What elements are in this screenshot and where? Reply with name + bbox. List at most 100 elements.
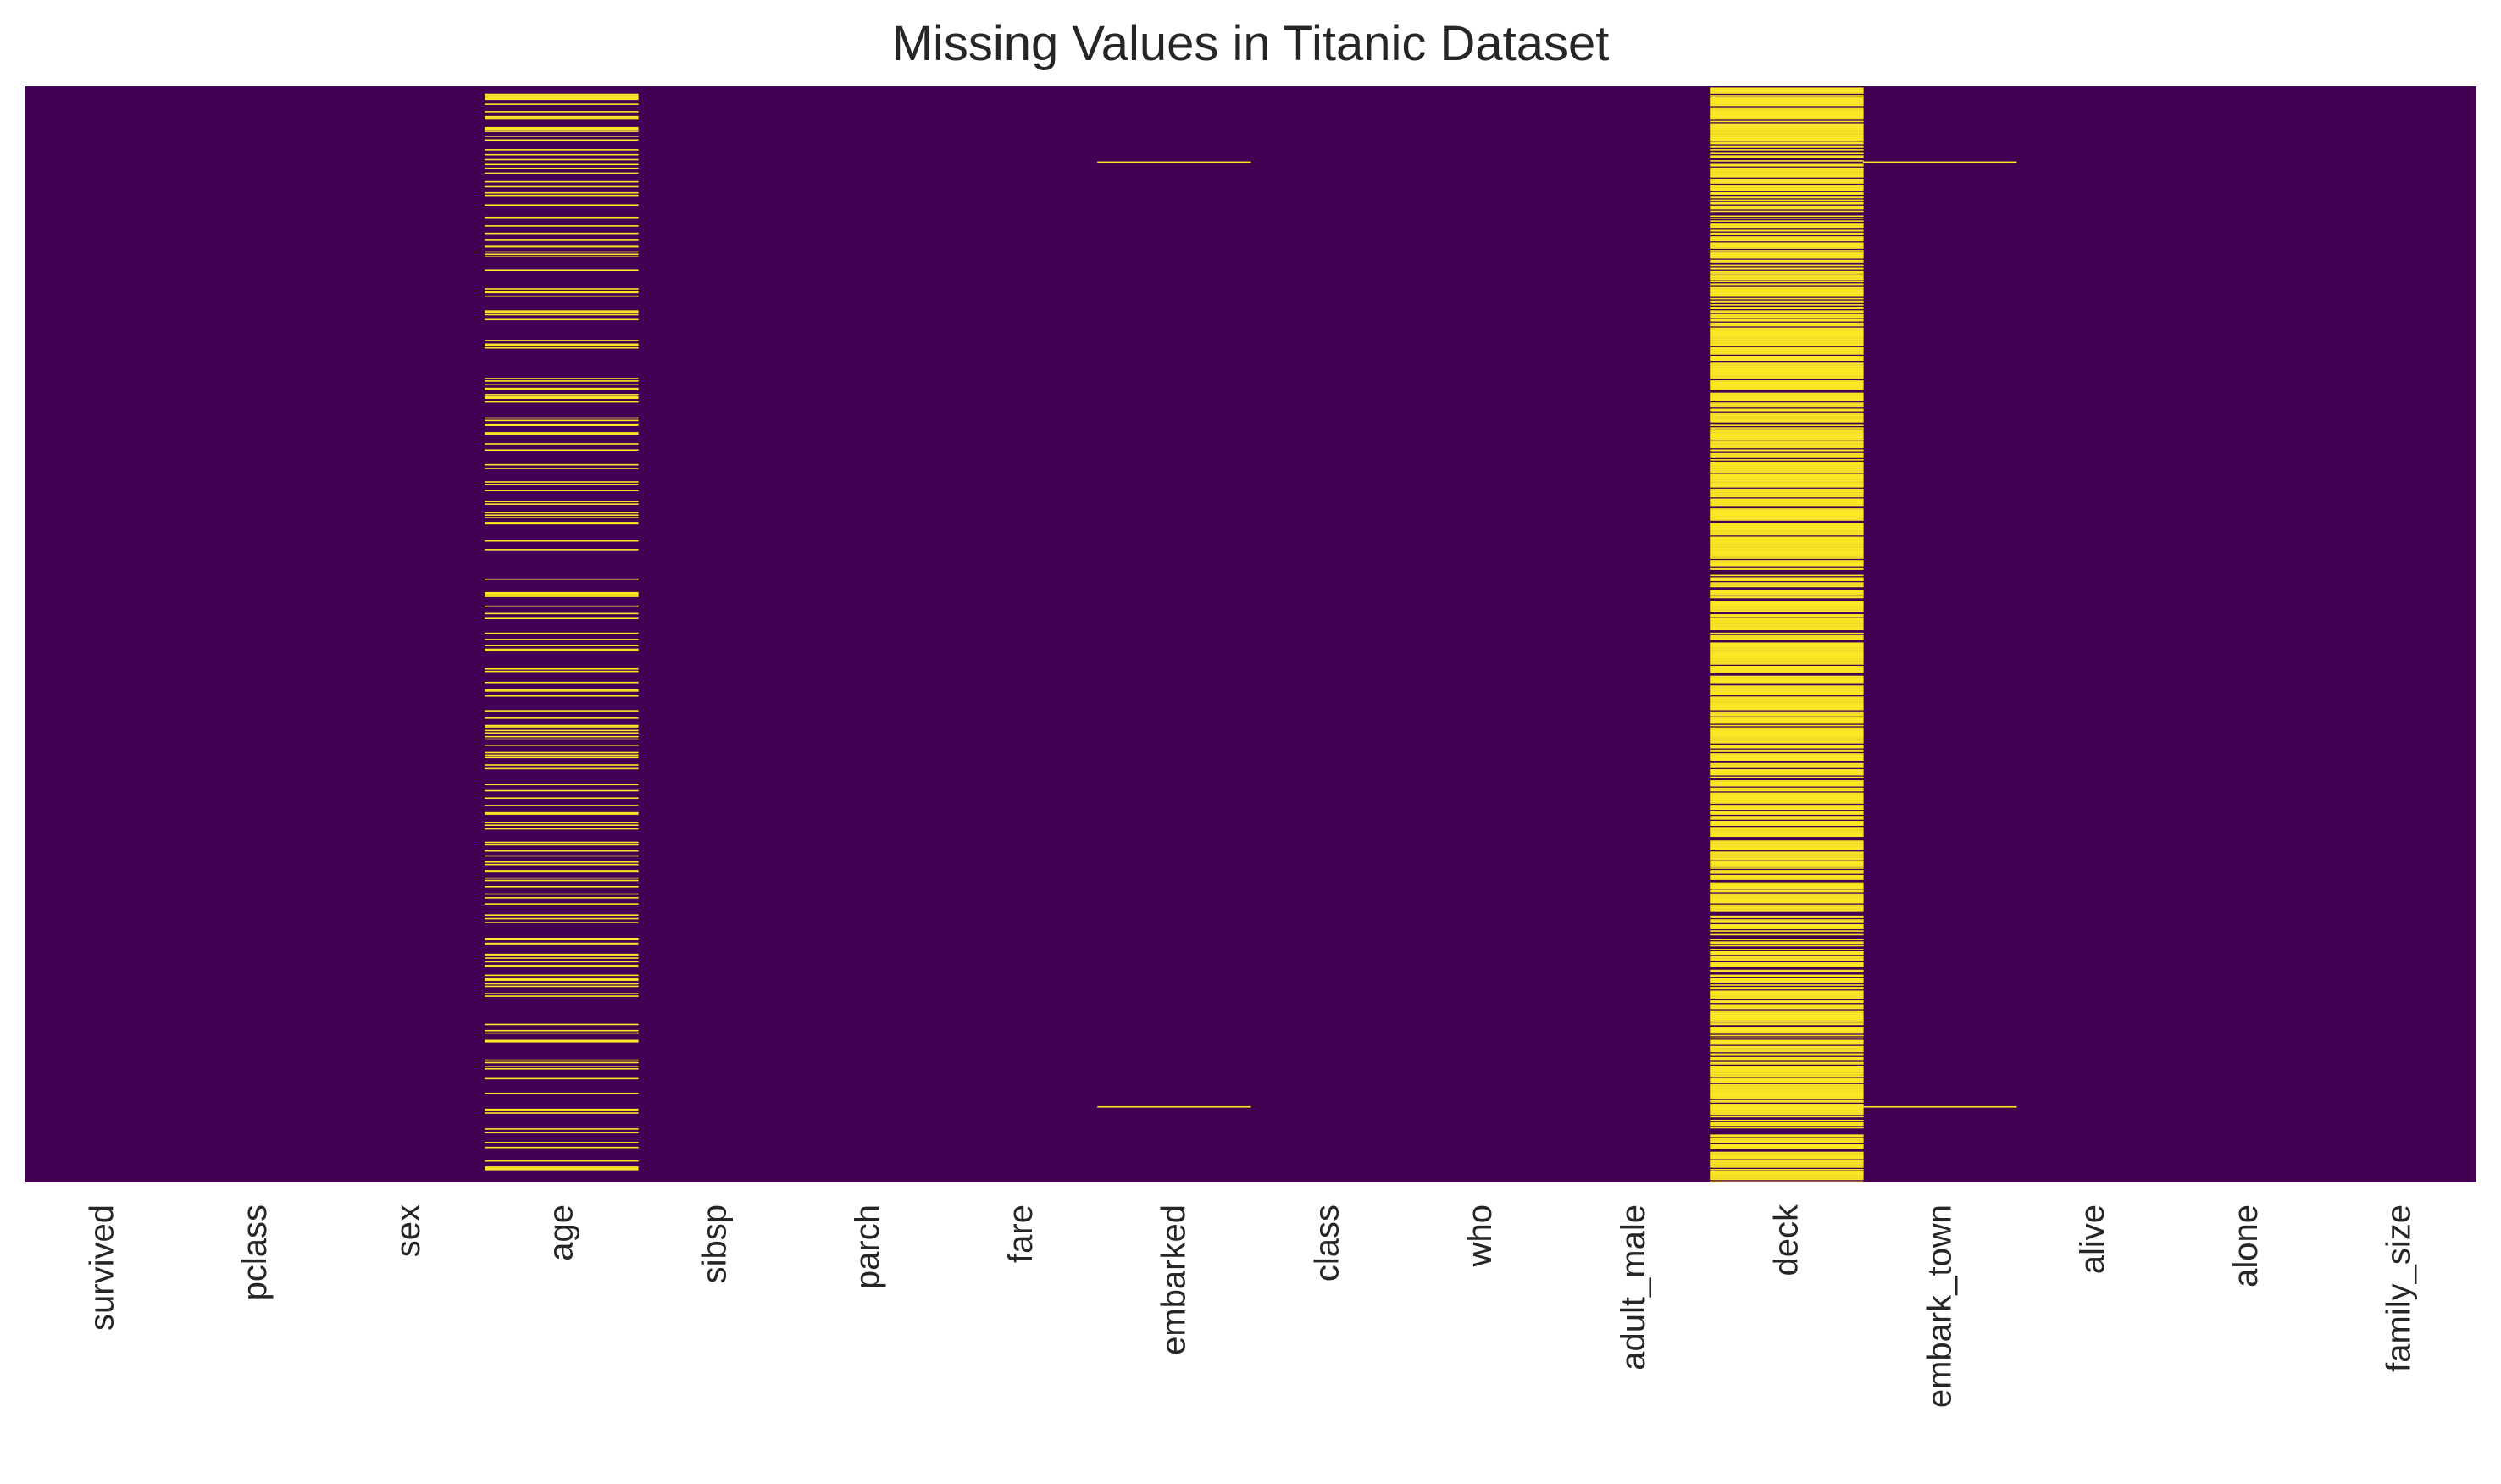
missing-cell-deck <box>1710 1165 1864 1167</box>
missing-cell-deck <box>1710 712 1864 714</box>
missing-cell-deck <box>1710 295 1864 297</box>
missing-cell-deck <box>1710 824 1864 826</box>
missing-cell-deck <box>1710 337 1864 339</box>
missing-cell-deck <box>1710 515 1864 518</box>
missing-cell-deck <box>1710 435 1864 436</box>
missing-cell-deck <box>1710 400 1864 401</box>
missing-cell-deck <box>1710 523 1864 525</box>
missing-cell-deck <box>1710 770 1864 772</box>
missing-cell-deck <box>1710 729 1864 732</box>
missing-cell-age <box>485 343 639 346</box>
missing-cell-deck <box>1710 982 1864 983</box>
missing-cell-deck <box>1710 389 1864 390</box>
missing-cell-deck <box>1710 461 1864 463</box>
missing-cell-age <box>485 595 639 597</box>
missing-cell-age <box>485 128 639 130</box>
missing-cell-deck <box>1710 452 1864 455</box>
missing-cell-deck <box>1710 435 1864 438</box>
missing-cell-deck <box>1710 852 1864 855</box>
missing-cell-age <box>485 729 639 732</box>
missing-cell-age <box>485 136 639 137</box>
missing-cell-age <box>485 1166 639 1168</box>
missing-cell-deck <box>1710 549 1864 551</box>
missing-cell-age <box>485 481 639 483</box>
missing-cell-deck <box>1710 928 1864 929</box>
missing-cell-deck <box>1710 245 1864 246</box>
missing-cell-deck <box>1710 408 1864 411</box>
missing-cell-deck <box>1710 1072 1864 1075</box>
missing-cell-age <box>485 468 639 469</box>
missing-cell-deck <box>1710 995 1864 997</box>
missing-cell-deck <box>1710 187 1864 189</box>
missing-cell-age <box>485 417 639 419</box>
missing-cell-deck <box>1710 969 1864 972</box>
column-pclass <box>178 86 333 1182</box>
missing-cell-age <box>485 340 639 341</box>
missing-cell-deck <box>1710 417 1864 419</box>
missing-cell-deck <box>1710 466 1864 468</box>
missing-cell-age <box>485 914 639 916</box>
missing-cell-deck <box>1710 953 1864 955</box>
missing-cell-deck <box>1710 909 1864 911</box>
missing-cell-deck <box>1710 1071 1864 1073</box>
missing-cell-deck <box>1710 322 1864 324</box>
missing-cell-deck <box>1710 427 1864 429</box>
missing-cell-deck <box>1710 1011 1864 1013</box>
missing-cell-age <box>485 232 639 235</box>
missing-cell-deck <box>1710 863 1864 866</box>
missing-cell-deck <box>1710 351 1864 352</box>
missing-cell-age <box>485 288 639 290</box>
missing-cell-deck <box>1710 642 1864 645</box>
missing-cell-deck <box>1710 658 1864 660</box>
missing-cell-deck <box>1710 757 1864 760</box>
missing-cell-deck <box>1710 1040 1864 1043</box>
missing-cell-age <box>485 695 639 697</box>
missing-cell-deck <box>1710 112 1864 114</box>
missing-cell-embark-town <box>1863 161 2017 163</box>
missing-cell-deck <box>1710 1134 1864 1136</box>
missing-cell-deck <box>1710 628 1864 631</box>
missing-cell-deck <box>1710 789 1864 790</box>
missing-cell-deck <box>1710 919 1864 921</box>
missing-cell-deck <box>1710 1153 1864 1155</box>
missing-cell-deck <box>1710 319 1864 322</box>
missing-cell-deck <box>1710 1101 1864 1103</box>
column-who <box>1403 86 1558 1182</box>
missing-cell-deck <box>1710 529 1864 531</box>
missing-cell-deck <box>1710 498 1864 501</box>
missing-cell-deck <box>1710 728 1864 730</box>
missing-cell-deck <box>1710 412 1864 414</box>
missing-cell-deck <box>1710 413 1864 415</box>
missing-cell-deck <box>1710 731 1864 733</box>
missing-cell-age <box>485 401 639 403</box>
missing-cell-age <box>485 103 639 105</box>
missing-cell-deck <box>1710 335 1864 336</box>
missing-cell-deck <box>1710 560 1864 562</box>
missing-cell-deck <box>1710 236 1864 238</box>
missing-cell-deck <box>1710 324 1864 325</box>
missing-cell-deck <box>1710 1063 1864 1065</box>
missing-cell-deck <box>1710 867 1864 869</box>
missing-cell-deck <box>1710 887 1864 889</box>
missing-cell-deck <box>1710 990 1864 993</box>
missing-cell-deck <box>1710 625 1864 627</box>
missing-cell-deck <box>1710 859 1864 861</box>
missing-cell-deck <box>1710 234 1864 235</box>
missing-cell-age <box>485 387 639 390</box>
missing-cell-deck <box>1710 446 1864 449</box>
missing-cell-deck <box>1710 648 1864 651</box>
missing-cell-deck <box>1710 637 1864 640</box>
missing-cell-deck <box>1710 503 1864 505</box>
missing-cell-deck <box>1710 784 1864 786</box>
missing-cell-deck <box>1710 107 1864 109</box>
missing-cell-deck <box>1710 908 1864 910</box>
missing-cell-deck <box>1710 647 1864 649</box>
missing-cell-age <box>485 961 639 963</box>
missing-cell-age <box>485 433 639 435</box>
missing-cell-deck <box>1710 882 1864 884</box>
missing-cell-age <box>485 917 639 920</box>
missing-cell-deck <box>1710 230 1864 232</box>
missing-cell-deck <box>1710 90 1864 91</box>
missing-cell-deck <box>1710 562 1864 564</box>
missing-cell-deck <box>1710 1023 1864 1026</box>
